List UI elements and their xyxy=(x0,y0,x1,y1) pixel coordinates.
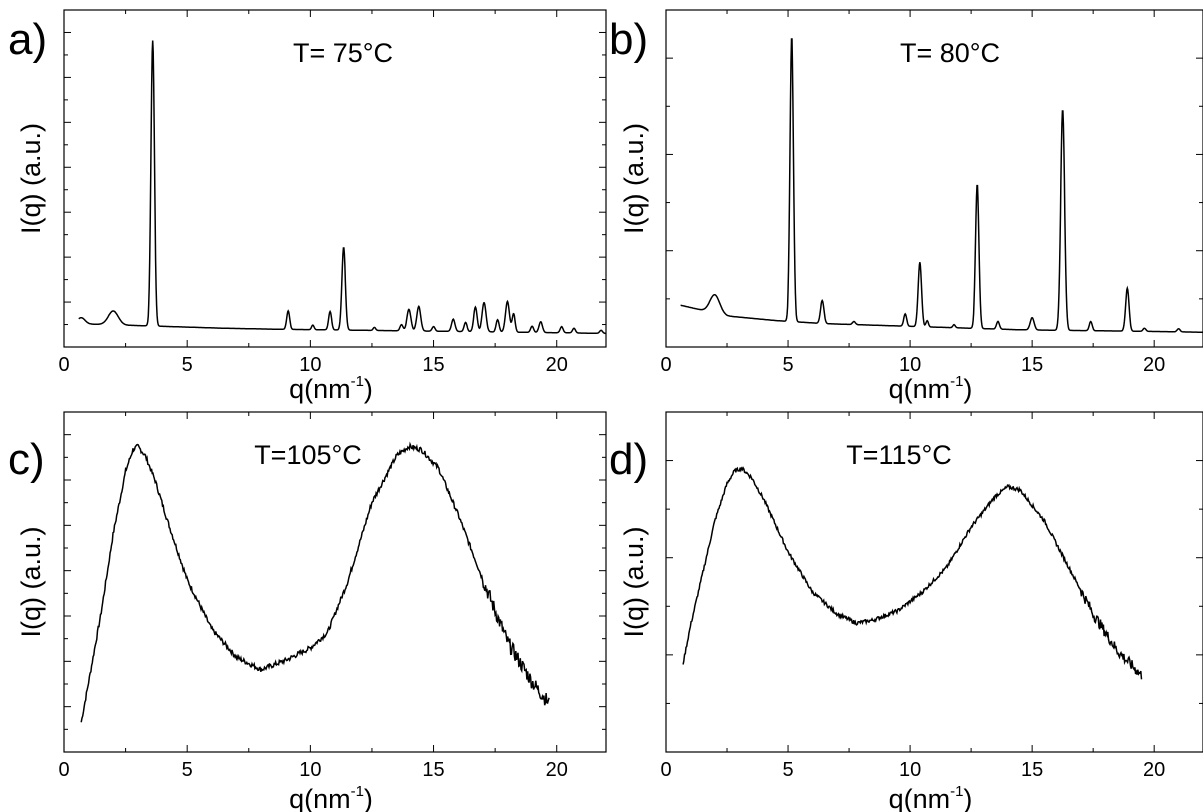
x-tick-label: 0 xyxy=(58,759,69,781)
y-axis-label: I(q) (a.u.) xyxy=(619,526,649,637)
x-tick-label: 5 xyxy=(782,354,793,376)
x-tick-label: 20 xyxy=(546,354,568,376)
temperature-label: T= 80°C xyxy=(900,38,1000,68)
x-tick-label: 5 xyxy=(182,354,193,376)
x-axis-label: q(nm-1) xyxy=(289,373,373,404)
panel-letter: b) xyxy=(609,15,648,64)
panel-letter: d) xyxy=(609,435,648,484)
data-series-line xyxy=(682,466,1143,680)
panel-letter: c) xyxy=(8,435,45,484)
x-tick-label: 10 xyxy=(899,354,921,376)
x-tick-label: 20 xyxy=(546,759,568,781)
x-tick-label: 15 xyxy=(422,354,444,376)
x-tick-label: 5 xyxy=(182,759,193,781)
x-tick-label: 0 xyxy=(660,759,671,781)
x-tick-label: 20 xyxy=(1143,759,1165,781)
x-tick-label: 15 xyxy=(1021,354,1043,376)
x-tick-label: 10 xyxy=(299,354,321,376)
x-axis-label: q(nm-1) xyxy=(289,783,373,812)
x-tick-label: 20 xyxy=(1143,354,1165,376)
plot-frame xyxy=(63,411,607,753)
x-axis-label: q(nm-1) xyxy=(889,783,973,812)
temperature-label: T=115°C xyxy=(846,440,952,470)
x-tick-label: 0 xyxy=(660,354,671,376)
y-axis-label: I(q) (a.u.) xyxy=(16,123,46,234)
x-axis-label: q(nm-1) xyxy=(889,373,973,404)
panel-c: 0 5 10 15 20 c) T=105°C I(q) (a.u.) q(nm-1) xyxy=(8,411,607,812)
panel-letter: a) xyxy=(8,15,47,64)
y-axis-label: I(q) (a.u.) xyxy=(16,526,46,637)
x-tick-label: 5 xyxy=(782,759,793,781)
x-tick-label: 15 xyxy=(1021,759,1043,781)
x-tick-label: 15 xyxy=(422,759,444,781)
plot-frame xyxy=(63,9,607,348)
data-series-line xyxy=(80,441,550,723)
data-series-line xyxy=(78,40,607,335)
x-tick-label: 10 xyxy=(299,759,321,781)
x-tick-label: 10 xyxy=(899,759,921,781)
y-axis-label: I(q) (a.u.) xyxy=(619,123,649,234)
temperature-label: T=105°C xyxy=(254,440,362,470)
panel-d: 0 5 10 15 20 d) T=115°C I(q) (a.u.) q(nm-1) xyxy=(609,411,1203,812)
plot-frame xyxy=(665,411,1203,753)
plot-frame xyxy=(665,9,1203,348)
panel-b: 0 5 10 15 20 b) T= 80°C I(q) (a.u.) q(nm-1) xyxy=(609,9,1203,404)
panel-a: 0 5 10 15 20 a) T= 75°C I(q) (a.u.) q(nm-1) xyxy=(8,9,607,404)
temperature-label: T= 75°C xyxy=(293,38,393,68)
x-tick-label: 0 xyxy=(58,354,69,376)
data-series-line xyxy=(680,38,1203,333)
